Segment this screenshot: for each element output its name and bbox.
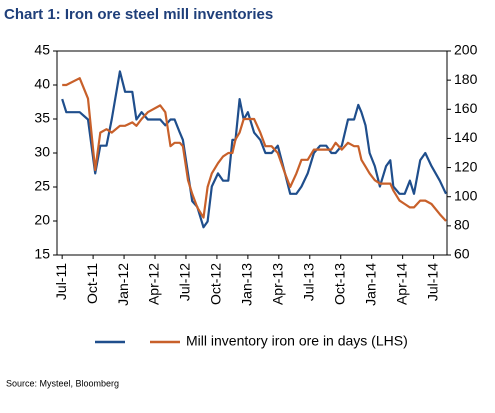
series-line bbox=[62, 77, 447, 222]
x-tick-label: Apr-12 bbox=[146, 263, 162, 305]
x-tick-label: Jan-13 bbox=[239, 263, 255, 306]
y2-tick-label: 120 bbox=[454, 158, 478, 174]
x-tick-label: Oct-12 bbox=[208, 263, 224, 305]
x-tick-label: Oct-11 bbox=[84, 263, 100, 304]
y2-tick-label: 140 bbox=[454, 129, 478, 145]
y2-tick-label: 160 bbox=[454, 100, 478, 116]
x-tick-label: Apr-13 bbox=[270, 263, 286, 305]
x-tick-label: Jan-14 bbox=[362, 263, 378, 306]
y-tick-label: 35 bbox=[34, 110, 50, 126]
y2-tick-label: 100 bbox=[454, 187, 478, 203]
y-tick-label: 30 bbox=[34, 144, 50, 160]
source: Source: Mysteel, Bloomberg bbox=[6, 378, 119, 388]
plot-frame bbox=[56, 50, 448, 256]
x-tick-label: Jul-13 bbox=[300, 263, 316, 301]
x-tick-label: Jul-12 bbox=[177, 263, 193, 301]
series-line bbox=[61, 70, 447, 229]
y2-tick-label: 180 bbox=[454, 71, 478, 87]
y-tick-label: 20 bbox=[34, 212, 50, 228]
y-tick-label: 45 bbox=[34, 42, 50, 58]
y2-tick-label: 200 bbox=[454, 42, 478, 58]
x-tick-label: Apr-14 bbox=[393, 263, 409, 305]
chart-title: Chart 1: Iron ore steel mill inventories bbox=[4, 6, 273, 23]
legend-label: Mill inventory iron ore in days (LHS) bbox=[186, 333, 408, 349]
x-tick-label: Jul-11 bbox=[53, 263, 69, 300]
y2-tick-label: 60 bbox=[454, 246, 470, 262]
x-tick-label: Jul-14 bbox=[424, 263, 440, 301]
x-tick-label: Oct-13 bbox=[331, 263, 347, 305]
y-tick-label: 40 bbox=[34, 76, 50, 92]
y-tick-label: 25 bbox=[34, 178, 50, 194]
y2-tick-label: 80 bbox=[454, 217, 470, 233]
y-tick-label: 15 bbox=[34, 246, 50, 262]
x-tick-label: Jan-12 bbox=[115, 263, 131, 306]
